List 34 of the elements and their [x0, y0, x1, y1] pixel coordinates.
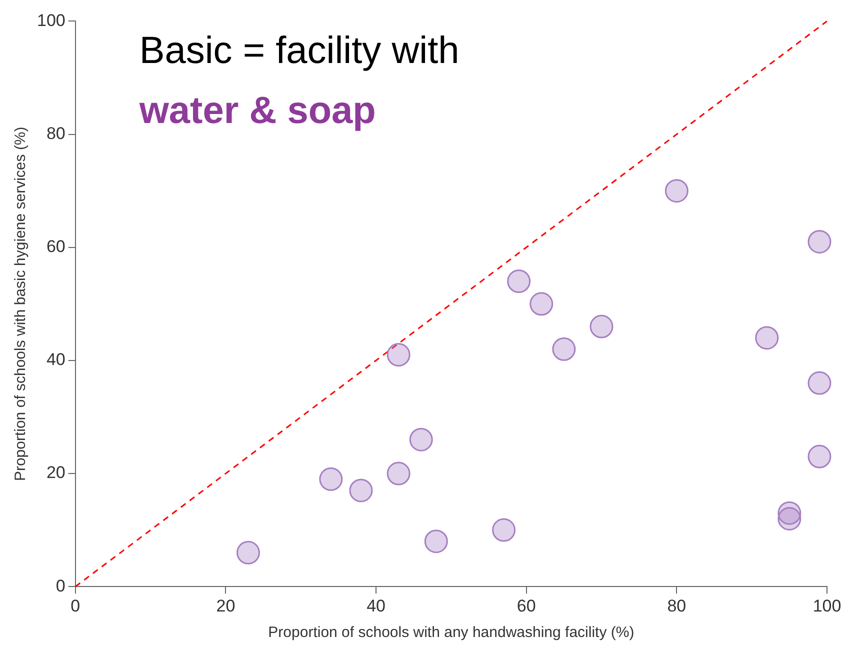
x-tick-label: 100: [812, 596, 842, 616]
y-tick-label: 80: [46, 124, 66, 143]
point: [319, 467, 343, 491]
point: [507, 270, 531, 294]
point: [492, 518, 516, 542]
point: [664, 179, 688, 203]
point: [808, 230, 832, 254]
y-tick-label: 20: [46, 463, 66, 482]
x-tick-label: 40: [366, 596, 386, 616]
point: [808, 444, 832, 468]
x-tick-label: 20: [216, 596, 236, 616]
point: [236, 540, 260, 564]
point: [590, 314, 614, 338]
y-tick-label: 60: [46, 237, 66, 256]
x-tick-label: 80: [667, 596, 686, 616]
annotation: Basic = facility with: [139, 30, 460, 72]
point: [424, 530, 448, 554]
y-tick-label: 100: [36, 10, 66, 30]
point: [755, 326, 779, 350]
point: [530, 292, 554, 316]
point: [778, 507, 802, 530]
x-tick-label: 60: [516, 596, 536, 616]
point: [552, 337, 576, 361]
annotation: water & soap: [138, 90, 376, 132]
x-tick-label: 0: [70, 596, 80, 616]
point: [409, 428, 433, 452]
y-axis-title: Proportion of schools with basic hygiene services (%): [12, 126, 30, 482]
point: [349, 478, 373, 502]
y-tick-label: 40: [46, 350, 66, 370]
x-axis-title: Proportion of schools with any handwashing facility (%): [268, 624, 634, 642]
point: [808, 371, 832, 395]
y-tick-label: 0: [56, 576, 66, 596]
point: [386, 462, 410, 486]
point: [386, 343, 410, 367]
